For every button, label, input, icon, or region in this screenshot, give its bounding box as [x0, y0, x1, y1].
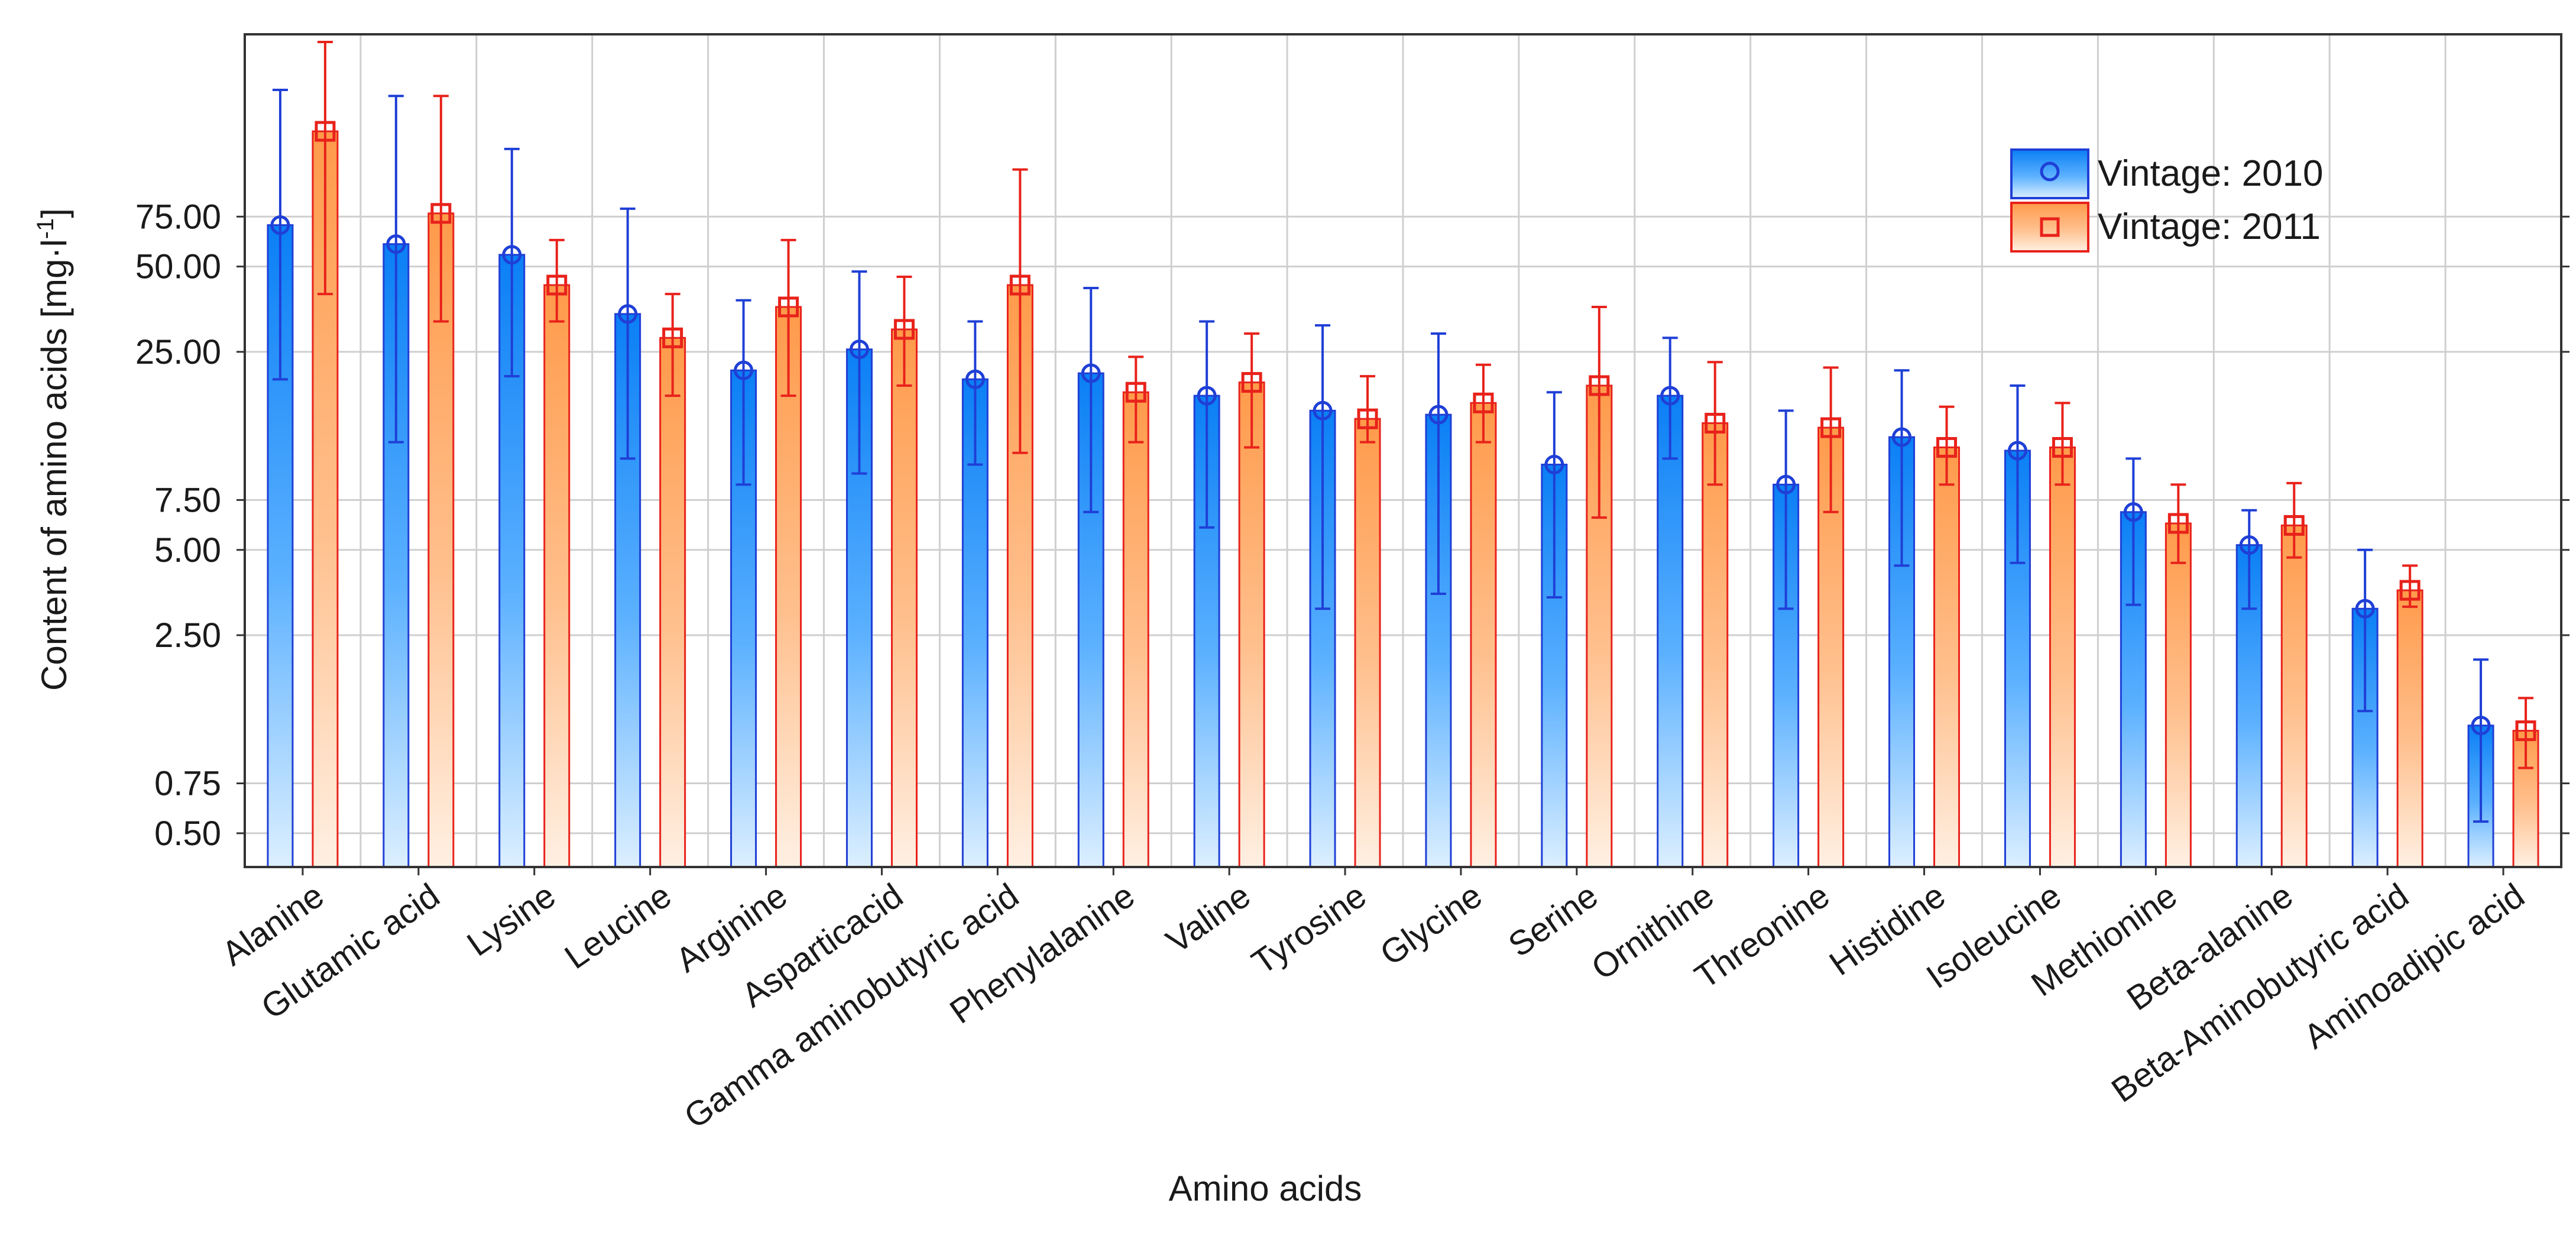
bar-2011: [2512, 730, 2539, 868]
legend-square-marker-icon: [2040, 217, 2060, 237]
marker-square: [2283, 515, 2305, 536]
marker-circle: [1197, 386, 1217, 406]
marker-circle: [1081, 363, 1101, 383]
bar-2011: [1354, 418, 1381, 868]
marker-circle: [965, 369, 985, 389]
marker-circle: [849, 339, 869, 360]
y-axis-label: Content of amino acids [mg·l-1]: [33, 208, 74, 691]
marker-square: [893, 319, 915, 340]
marker-circle: [618, 304, 638, 324]
y-tick-label: 0.50: [154, 814, 221, 853]
bar-2011: [2049, 446, 2076, 868]
legend: Vintage: 2010 Vintage: 2011: [2010, 148, 2324, 253]
marker-circle: [1428, 405, 1449, 425]
legend-swatch-2011: [2010, 202, 2089, 253]
marker-circle: [1313, 400, 1333, 421]
marker-circle: [2239, 535, 2259, 555]
error-bars: [272, 41, 2534, 823]
marker-circle: [502, 245, 522, 265]
marker-square: [1936, 436, 1958, 458]
marker-square: [1820, 417, 1842, 438]
legend-label-2010: Vintage: 2010: [2098, 153, 2324, 194]
x-axis-label: Amino acids: [1169, 1169, 1362, 1208]
marker-square: [1241, 372, 1262, 393]
legend-swatch-2010: [2010, 148, 2089, 199]
marker-square: [2399, 580, 2421, 601]
marker-square: [778, 296, 799, 318]
y-tick-label: 2.50: [154, 616, 221, 655]
marker-square: [1473, 392, 1494, 413]
marker-square: [1357, 408, 1378, 429]
bar-2011: [1238, 381, 1265, 868]
markers: [270, 121, 2536, 742]
marker-square: [2167, 513, 2189, 534]
marker-circle: [734, 360, 754, 380]
y-tick-label: 0.75: [154, 765, 221, 803]
marker-square: [430, 203, 452, 224]
marker-circle: [2007, 441, 2027, 461]
marker-circle: [2123, 502, 2143, 522]
y-axis: 0.50 0.75 2.50 5.00 7.50 25.00 50.00 75.00: [135, 198, 2569, 853]
y-tick-label: 7.50: [154, 481, 221, 519]
y-tick-label: 25.00: [135, 333, 221, 371]
bar-2011: [1933, 446, 1961, 868]
marker-square: [315, 121, 336, 142]
marker-square: [1589, 375, 1610, 396]
marker-circle: [1544, 455, 1564, 475]
marker-circle: [2471, 716, 2491, 736]
marker-square: [662, 327, 683, 348]
marker-circle: [1660, 386, 1680, 406]
marker-square: [2515, 720, 2536, 742]
marker-circle: [386, 234, 406, 254]
y-axis-label-superscript: -1: [33, 218, 59, 240]
bar-2011: [659, 337, 686, 868]
legend-label-2011: Vintage: 2011: [2098, 206, 2321, 247]
bar-2011: [2396, 589, 2423, 868]
marker-square: [1009, 274, 1031, 296]
y-tick-label: 75.00: [135, 198, 221, 236]
marker-square: [2052, 436, 2073, 458]
y-tick-label: 5.00: [154, 531, 221, 570]
plot-frame: [244, 33, 2562, 868]
bar-2011: [2280, 524, 2308, 868]
bar-2011: [1702, 422, 1729, 868]
y-tick-label: 50.00: [135, 248, 221, 286]
bar-2011: [1470, 402, 1497, 868]
marker-square: [546, 274, 568, 296]
marker-square: [1705, 413, 1726, 434]
marker-circle: [270, 215, 290, 235]
marker-circle: [1776, 474, 1796, 494]
y-axis-label-close: ]: [34, 208, 74, 218]
marker-square: [1125, 381, 1146, 403]
bar-2011: [2165, 522, 2192, 868]
bar-2011: [890, 328, 918, 868]
marker-circle: [1892, 427, 1912, 447]
bar-2011: [543, 284, 571, 868]
bar-2010: [1657, 394, 1684, 868]
marker-circle: [2355, 599, 2375, 619]
bar-2011: [1122, 391, 1149, 868]
legend-circle-marker-icon: [2040, 161, 2060, 182]
